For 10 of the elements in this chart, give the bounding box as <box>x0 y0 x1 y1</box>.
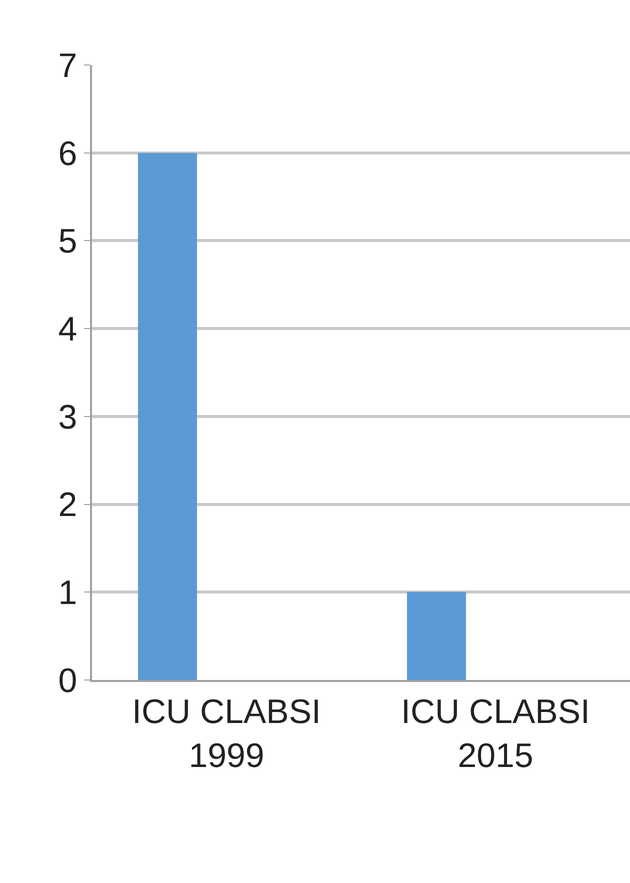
y-tick-label: 5 <box>58 222 78 261</box>
x-tick-label: ICU CLABSI 1999 <box>132 692 321 775</box>
y-tick-label: 0 <box>58 662 78 700</box>
y-tick-label: 2 <box>58 486 78 524</box>
y-tick-label: 4 <box>58 310 78 348</box>
y-tick-label: 7 <box>58 46 78 85</box>
y-tick-label: 3 <box>58 398 78 436</box>
y-tick-label: 1 <box>58 574 78 612</box>
y-tick-label: 6 <box>58 134 78 173</box>
x-tick-label: ICU CLABSI 2015 <box>401 692 590 775</box>
